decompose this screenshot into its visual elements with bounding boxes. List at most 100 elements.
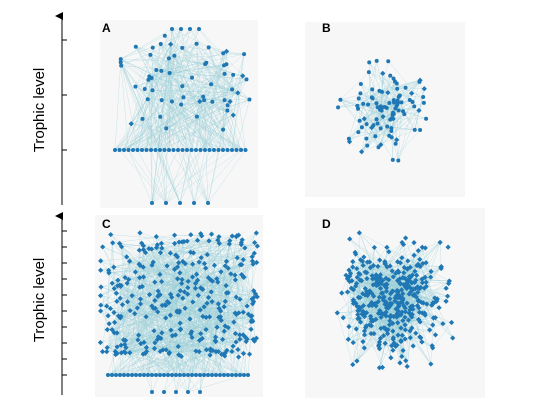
node [430, 345, 436, 351]
edge [123, 339, 200, 352]
node [157, 271, 163, 278]
node [353, 283, 359, 289]
node [238, 242, 244, 248]
node [415, 261, 421, 267]
node [174, 276, 181, 282]
node [221, 51, 226, 56]
node [406, 273, 412, 280]
node [446, 280, 452, 287]
node [226, 373, 230, 377]
node [385, 90, 391, 96]
node [180, 148, 185, 152]
edge [373, 125, 388, 127]
node [249, 254, 255, 260]
node [214, 373, 218, 377]
edge [366, 90, 380, 125]
edge [195, 235, 233, 284]
node [164, 299, 171, 305]
node [374, 117, 379, 122]
node [206, 45, 211, 50]
node [194, 41, 199, 46]
node [120, 337, 127, 343]
node [237, 296, 243, 302]
edge [369, 261, 442, 267]
node [233, 294, 239, 300]
node [117, 295, 123, 301]
node [205, 294, 212, 301]
node [419, 276, 425, 282]
edge [398, 80, 421, 161]
edge [130, 43, 161, 124]
node [432, 332, 439, 338]
node [126, 148, 131, 152]
edge [140, 267, 229, 300]
edge [160, 55, 175, 117]
node [230, 343, 236, 349]
node [140, 274, 147, 280]
node [361, 254, 367, 260]
node [220, 336, 226, 343]
node [210, 99, 215, 104]
node [225, 148, 230, 152]
node [366, 102, 371, 107]
edge [380, 110, 420, 145]
node [354, 358, 360, 364]
node [176, 148, 180, 152]
edge [120, 287, 201, 346]
edge [392, 129, 421, 161]
node [251, 250, 257, 256]
edge [159, 114, 234, 151]
node [138, 373, 142, 377]
edge [246, 262, 257, 307]
node [384, 244, 390, 250]
edge [129, 260, 229, 293]
node [421, 94, 426, 99]
node [195, 292, 201, 298]
node [182, 305, 188, 311]
node [365, 291, 371, 297]
edge [176, 310, 185, 376]
edge [348, 339, 365, 349]
edge [379, 327, 402, 349]
edge [151, 101, 173, 204]
node [111, 330, 117, 336]
node [127, 258, 133, 264]
edge [414, 96, 424, 130]
edge [222, 54, 245, 130]
edge [170, 315, 225, 376]
node [172, 332, 179, 338]
node [146, 246, 152, 252]
node [122, 274, 128, 281]
axis-label: Trophic level [31, 68, 48, 152]
node [98, 267, 104, 273]
node [345, 336, 351, 342]
edge [151, 44, 171, 204]
node [168, 327, 174, 333]
node [158, 240, 165, 246]
edge [165, 149, 242, 204]
node [254, 243, 260, 249]
node [185, 278, 191, 284]
node [415, 297, 422, 303]
node [159, 68, 164, 73]
node [190, 261, 196, 267]
node [218, 269, 224, 275]
node [396, 292, 402, 299]
node [181, 289, 188, 295]
node [118, 57, 123, 62]
node [233, 339, 239, 345]
node [155, 309, 161, 315]
node [377, 277, 384, 284]
edge [115, 279, 183, 355]
node [136, 247, 142, 253]
node [215, 279, 221, 285]
edge [236, 236, 255, 254]
edge [347, 278, 350, 327]
node [240, 73, 246, 79]
node [416, 309, 423, 315]
node [160, 347, 166, 353]
node [343, 272, 349, 278]
edge [106, 300, 156, 352]
node [440, 321, 446, 327]
edge [432, 322, 452, 348]
